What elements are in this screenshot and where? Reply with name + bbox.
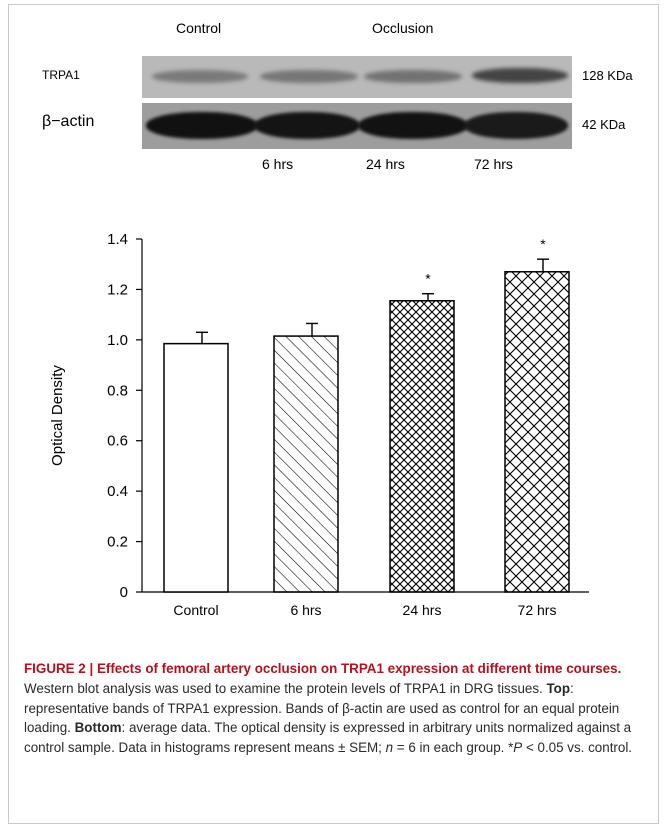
- caption-bottom-label: Bottom: [74, 720, 122, 736]
- y-tick-label: 0.6: [107, 433, 128, 450]
- blot-header-control: Control: [176, 20, 222, 36]
- size-label-actin: 42 KDa: [582, 117, 626, 132]
- band-trpa1-24hrs: [364, 70, 462, 83]
- y-axis-label: Optical Density: [49, 365, 66, 466]
- blot-header-occlusion: Occlusion: [372, 20, 434, 36]
- caption-n-variable: n: [385, 740, 394, 756]
- x-tick-label: 72 hrs: [518, 602, 557, 618]
- significance-marker: *: [425, 271, 431, 287]
- bar: [504, 271, 570, 593]
- y-tick-label: 1.4: [107, 231, 128, 248]
- row-label-trpa1: TRPA1: [42, 68, 80, 82]
- blot-strip-trpa1: [142, 56, 572, 98]
- bar: [273, 335, 339, 593]
- time-label-72hrs: 72 hrs: [474, 156, 513, 172]
- y-tick-label: 1.0: [107, 332, 128, 349]
- y-tick-label: 0: [120, 584, 128, 601]
- band-actin-6hrs: [254, 112, 360, 139]
- caption-title: FIGURE 2 | Effects of femoral artery occ…: [24, 661, 622, 676]
- y-tick-label: 0.8: [107, 382, 128, 399]
- band-actin-control: [146, 112, 258, 139]
- significance-marker: *: [540, 236, 546, 252]
- row-label-actin: β−actin: [42, 113, 95, 130]
- band-actin-24hrs: [358, 112, 468, 139]
- caption-sentence-1: Western blot analysis was used to examin…: [24, 680, 547, 696]
- figure-caption: FIGURE 2 | Effects of femoral artery occ…: [24, 659, 644, 758]
- caption-n-text: = 6 in each group. *: [393, 740, 514, 756]
- size-label-trpa1: 128 KDa: [582, 68, 633, 83]
- y-tick-label: 0.4: [107, 483, 128, 500]
- bar-chart: 0 0.2 0.4 0.6 0.8 1.0 1.2 1.4 Optical Density Con…: [49, 231, 589, 618]
- x-tick-label: 6 hrs: [290, 602, 321, 618]
- x-tick-label: Control: [173, 602, 218, 618]
- y-tick-label: 1.2: [107, 281, 128, 298]
- band-actin-72hrs: [464, 112, 568, 139]
- band-trpa1-72hrs: [472, 68, 568, 83]
- time-label-6hrs: 6 hrs: [262, 156, 294, 172]
- band-trpa1-6hrs: [260, 70, 358, 83]
- bar: [163, 342, 229, 593]
- caption-top-text: : representative bands of TRPA1 expressi…: [24, 680, 620, 736]
- x-tick-label: 24 hrs: [403, 602, 442, 618]
- time-label-24hrs: 24 hrs: [366, 156, 405, 172]
- caption-p-text: < 0.05 vs. control.: [522, 740, 633, 756]
- caption-p-variable: P: [513, 740, 523, 756]
- caption-bottom-text: : average data. The optical density is e…: [24, 720, 632, 756]
- blot-strip-actin: [142, 103, 572, 149]
- bar: [389, 300, 455, 593]
- band-trpa1-control: [152, 70, 248, 83]
- y-tick-label: 0.2: [107, 534, 128, 551]
- caption-top-label: Top: [546, 680, 571, 696]
